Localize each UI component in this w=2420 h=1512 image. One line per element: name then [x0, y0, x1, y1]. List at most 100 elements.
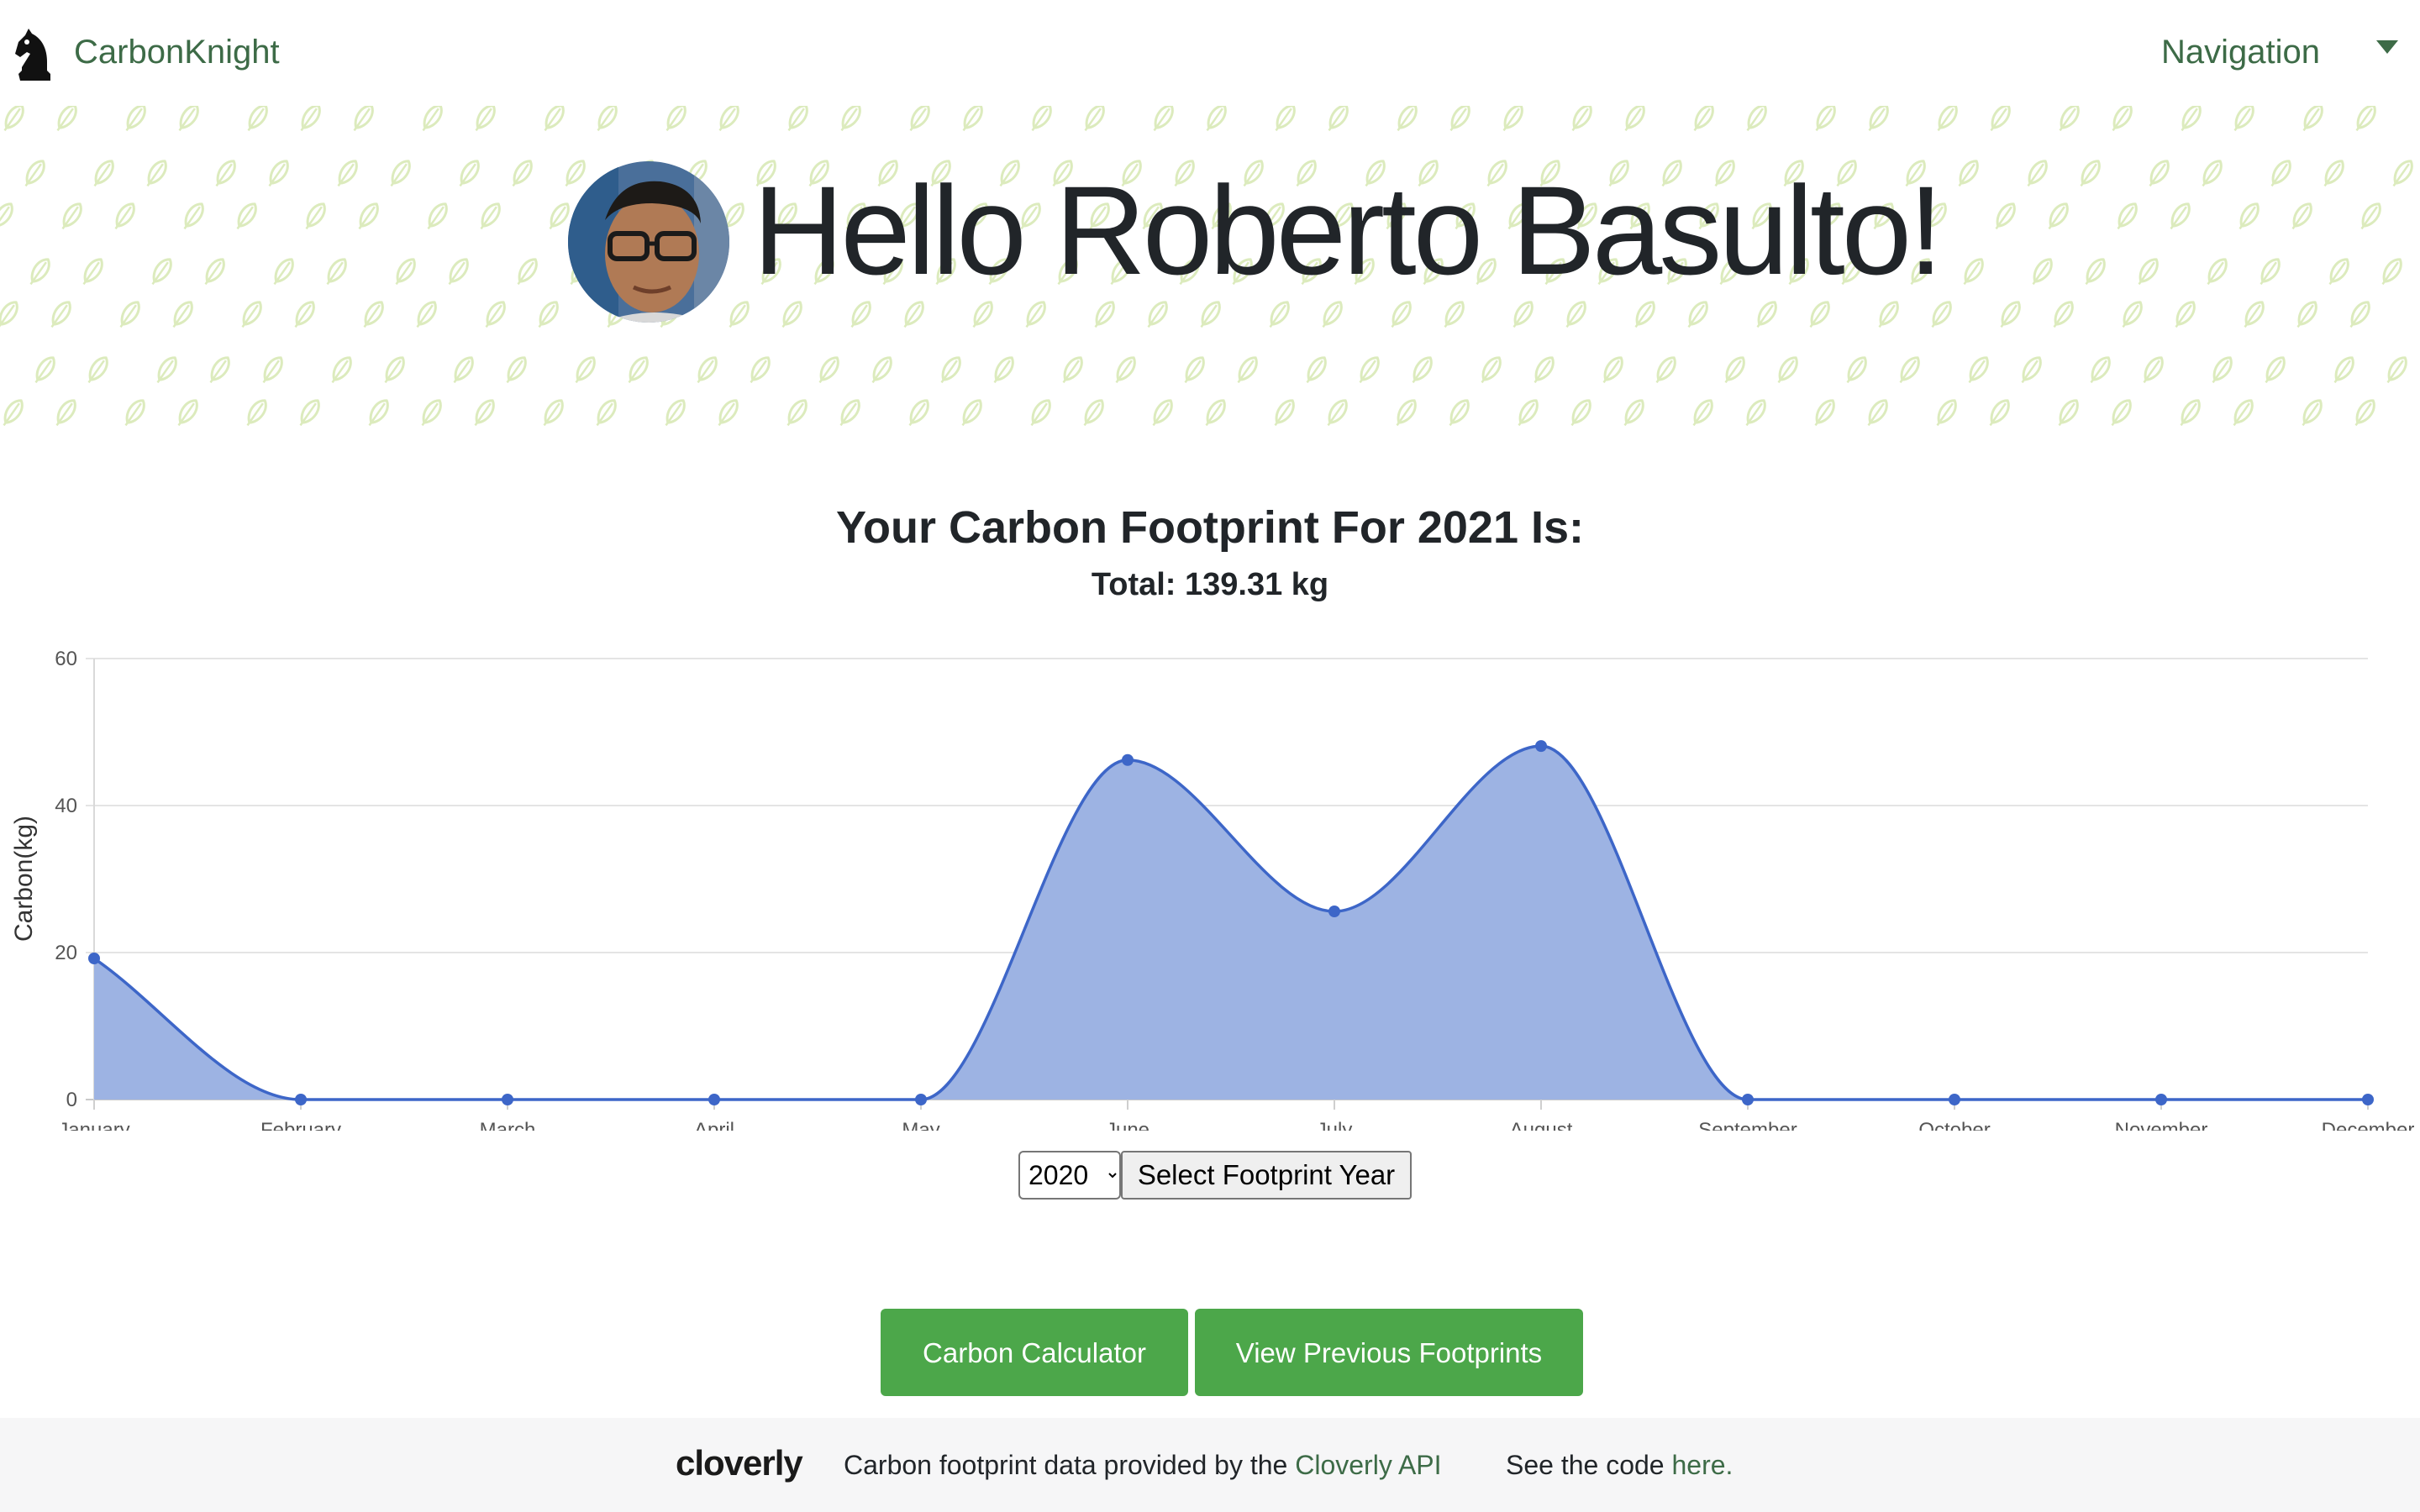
data-point: [2155, 1094, 2167, 1105]
leaf-icon: [246, 399, 267, 427]
leaf-icon: [448, 258, 469, 286]
leaf-icon: [1089, 202, 1110, 230]
x-tick-label: July: [1317, 1119, 1353, 1131]
year-select[interactable]: 2020: [1018, 1151, 1121, 1200]
leaf-icon: [2360, 202, 2381, 230]
leaf-icon: [262, 356, 283, 384]
leaf-icon: [241, 301, 262, 328]
leaf-icon: [1655, 356, 1676, 384]
leaf-icon: [961, 399, 982, 427]
leaf-icon: [29, 258, 50, 286]
leaf-icon: [390, 160, 411, 187]
leaf-icon: [787, 106, 808, 132]
leaf-icon: [273, 258, 294, 286]
leaf-icon: [1115, 356, 1136, 384]
x-tick-label: September: [1698, 1119, 1797, 1131]
leaf-icon: [565, 160, 586, 187]
leaf-icon: [2296, 301, 2317, 328]
leaf-icon: [1623, 399, 1644, 427]
leaf-icon: [384, 356, 405, 384]
leaf-icon: [1328, 106, 1349, 132]
leaf-icon: [305, 202, 326, 230]
leaf-icon: [421, 399, 442, 427]
leaf-icon: [512, 160, 533, 187]
leaf-icon: [2233, 399, 2254, 427]
navigation-dropdown[interactable]: Navigation: [2161, 34, 2321, 71]
leaf-icon: [1867, 399, 1888, 427]
caret-down-icon[interactable]: [2375, 39, 2400, 57]
leaf-icon: [2333, 356, 2354, 384]
leaf-icon: [2027, 160, 2048, 187]
leaf-icon: [1507, 202, 1528, 230]
view-previous-footprints-button[interactable]: View Previous Footprints: [1195, 1309, 1583, 1396]
leaf-icon: [1989, 399, 2010, 427]
leaf-icon: [750, 356, 771, 384]
code-link[interactable]: here.: [1671, 1450, 1733, 1480]
leaf-icon: [215, 160, 236, 187]
data-point: [295, 1094, 307, 1105]
leaf-icon: [665, 399, 686, 427]
leaf-icon: [2032, 258, 2053, 286]
leaf-icon: [1083, 399, 1104, 427]
leaf-icon: [781, 301, 802, 328]
leaf-icon: [416, 301, 437, 328]
leaf-icon: [178, 106, 199, 132]
leaf-icon: [962, 106, 983, 132]
brand-name[interactable]: CarbonKnight: [74, 34, 280, 71]
leaf-icon: [1205, 399, 1226, 427]
leaf-icon: [1327, 399, 1348, 427]
leaf-icon: [236, 202, 257, 230]
leaf-icon: [2143, 356, 2164, 384]
leaf-icon: [940, 356, 961, 384]
leaf-icon: [1142, 202, 1163, 230]
data-point: [708, 1094, 720, 1105]
carbon-calculator-button[interactable]: Carbon Calculator: [881, 1309, 1188, 1396]
leaf-icon: [358, 202, 379, 230]
leaf-icon: [1745, 399, 1766, 427]
leaf-icon: [82, 258, 103, 286]
leaf-icon: [2302, 399, 2323, 427]
leaf-icon: [1968, 356, 1989, 384]
leaf-icon: [544, 106, 565, 132]
leaf-icon: [1269, 301, 1290, 328]
leaf-icon: [1386, 202, 1407, 230]
data-point: [502, 1094, 513, 1105]
leaf-icon: [1412, 356, 1433, 384]
cloverly-api-link[interactable]: Cloverly API: [1295, 1450, 1442, 1480]
leaf-icon: [993, 356, 1014, 384]
leaf-icon: [1751, 202, 1772, 230]
leaf-icon: [1719, 258, 1740, 286]
leaf-icon: [1449, 106, 1470, 132]
leaf-icon: [903, 301, 924, 328]
leaf-icon: [1534, 356, 1555, 384]
leaf-icon: [1815, 106, 1836, 132]
leaf-icon: [2233, 106, 2254, 132]
leaf-icon: [422, 106, 443, 132]
select-year-button[interactable]: Select Footprint Year: [1121, 1151, 1412, 1200]
leaf-icon: [1211, 202, 1232, 230]
chess-knight-icon[interactable]: [13, 29, 57, 82]
leaf-icon: [34, 356, 55, 384]
leaf-icon: [2080, 160, 2101, 187]
leaf-icon: [2202, 160, 2223, 187]
leaf-icon: [24, 160, 45, 187]
leaf-icon: [1322, 301, 1343, 328]
leaf-icon: [1418, 160, 1439, 187]
leaf-icon: [1296, 160, 1317, 187]
leaf-icon: [1476, 258, 1497, 286]
leaf-icon: [0, 202, 13, 230]
leaf-icon: [2392, 160, 2413, 187]
data-point: [88, 953, 100, 964]
leaf-icon: [475, 106, 496, 132]
leaf-icon: [2117, 202, 2138, 230]
leaf-icon: [1094, 301, 1115, 328]
leaf-icon: [1937, 106, 1958, 132]
leaf-icon: [1275, 106, 1296, 132]
leaf-icon: [1714, 160, 1735, 187]
leaf-icon: [1746, 106, 1767, 132]
leaf-icon: [1995, 202, 2016, 230]
leaf-icon: [1354, 258, 1375, 286]
leaf-icon: [3, 399, 24, 427]
leaf-icon: [93, 160, 114, 187]
footer: cloverly Carbon footprint data provided …: [0, 1418, 2420, 1512]
